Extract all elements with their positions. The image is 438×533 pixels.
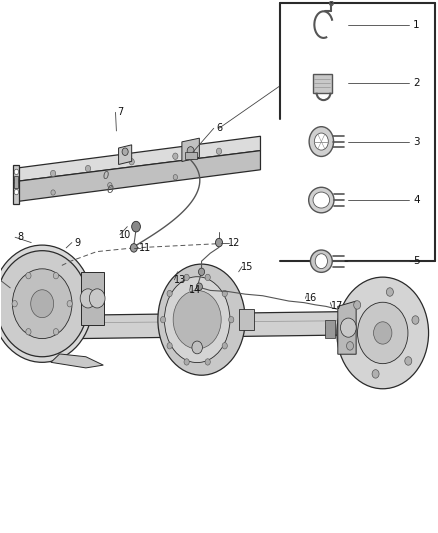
Text: 15: 15 <box>241 262 254 271</box>
Polygon shape <box>338 301 356 354</box>
Circle shape <box>26 328 31 335</box>
Text: 7: 7 <box>118 107 124 117</box>
Ellipse shape <box>313 192 330 208</box>
Text: 8: 8 <box>17 232 23 243</box>
Circle shape <box>122 148 128 156</box>
Circle shape <box>53 272 59 279</box>
Circle shape <box>80 289 96 308</box>
Circle shape <box>196 283 202 290</box>
Circle shape <box>357 302 408 364</box>
Ellipse shape <box>311 250 332 272</box>
Circle shape <box>160 317 166 323</box>
Text: 11: 11 <box>139 243 151 253</box>
Circle shape <box>215 238 223 247</box>
Circle shape <box>53 328 59 335</box>
Circle shape <box>374 322 392 344</box>
Text: 6: 6 <box>216 123 222 133</box>
Circle shape <box>326 323 334 333</box>
Circle shape <box>167 343 172 349</box>
Bar <box>280 3 435 261</box>
Circle shape <box>173 174 177 180</box>
Circle shape <box>386 288 393 296</box>
Circle shape <box>216 148 222 155</box>
Circle shape <box>67 301 72 307</box>
Polygon shape <box>119 145 132 165</box>
Text: 12: 12 <box>228 238 240 247</box>
Polygon shape <box>16 151 261 201</box>
Circle shape <box>89 289 105 308</box>
Circle shape <box>309 127 334 157</box>
Circle shape <box>132 221 141 232</box>
Circle shape <box>372 370 379 378</box>
Polygon shape <box>239 309 254 330</box>
Polygon shape <box>182 138 199 161</box>
Circle shape <box>173 290 221 349</box>
Circle shape <box>50 171 56 176</box>
Polygon shape <box>22 311 420 340</box>
Circle shape <box>14 169 18 174</box>
Text: 10: 10 <box>119 230 131 240</box>
Circle shape <box>314 133 328 150</box>
Circle shape <box>187 147 194 155</box>
Text: 1: 1 <box>413 20 420 30</box>
Ellipse shape <box>0 245 92 362</box>
Text: 9: 9 <box>74 238 80 247</box>
Ellipse shape <box>12 269 72 338</box>
Circle shape <box>184 274 189 280</box>
Circle shape <box>229 317 234 323</box>
Circle shape <box>51 190 55 195</box>
Circle shape <box>340 318 356 337</box>
Circle shape <box>85 165 91 172</box>
Ellipse shape <box>158 264 245 375</box>
Text: 0: 0 <box>102 171 109 181</box>
Circle shape <box>173 153 178 159</box>
Text: 16: 16 <box>304 293 317 303</box>
Bar <box>313 74 332 93</box>
Circle shape <box>129 159 134 165</box>
Circle shape <box>192 341 202 354</box>
Circle shape <box>14 179 18 184</box>
Polygon shape <box>51 354 103 368</box>
Text: 3: 3 <box>413 136 420 147</box>
Circle shape <box>222 343 227 349</box>
Text: 2: 2 <box>413 78 420 88</box>
Circle shape <box>346 342 353 350</box>
Bar <box>14 176 18 188</box>
Circle shape <box>184 359 189 365</box>
Circle shape <box>108 182 112 188</box>
Polygon shape <box>13 165 19 204</box>
Circle shape <box>14 189 18 195</box>
Circle shape <box>12 301 17 307</box>
Circle shape <box>412 316 419 324</box>
Text: 0: 0 <box>106 185 113 195</box>
Polygon shape <box>16 136 261 181</box>
Circle shape <box>167 290 172 297</box>
Ellipse shape <box>309 187 334 213</box>
Circle shape <box>405 357 412 365</box>
Circle shape <box>205 359 210 365</box>
Text: 5: 5 <box>413 256 420 266</box>
Polygon shape <box>325 320 335 338</box>
Circle shape <box>31 290 53 318</box>
Circle shape <box>198 268 205 276</box>
Circle shape <box>337 277 428 389</box>
Text: 4: 4 <box>413 195 420 205</box>
Text: 14: 14 <box>189 286 201 295</box>
Circle shape <box>353 301 360 309</box>
Text: 17: 17 <box>331 301 343 311</box>
Circle shape <box>222 290 227 297</box>
Circle shape <box>26 272 31 279</box>
Ellipse shape <box>164 277 230 362</box>
Polygon shape <box>81 272 104 325</box>
Ellipse shape <box>0 251 88 357</box>
Text: 13: 13 <box>173 275 186 285</box>
Bar <box>184 152 197 159</box>
Circle shape <box>205 274 210 280</box>
Circle shape <box>315 254 328 269</box>
Circle shape <box>131 244 138 252</box>
